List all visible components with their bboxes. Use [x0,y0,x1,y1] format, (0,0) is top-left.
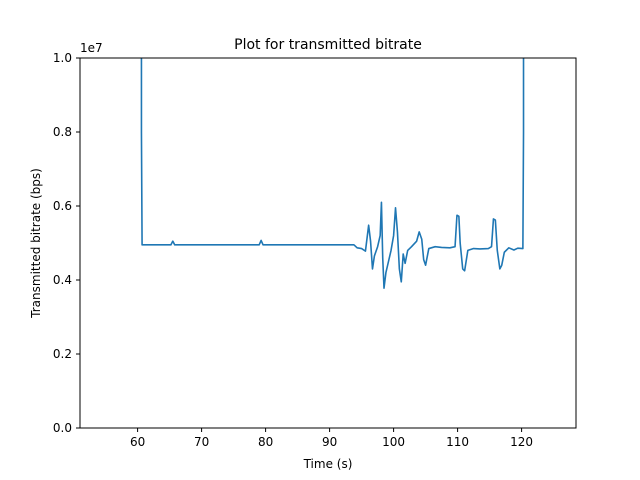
x-tick-label: 110 [446,435,469,449]
chart-title: Plot for transmitted bitrate [234,37,422,53]
x-axis-label: Time (s) [303,457,353,471]
x-axis: 60 70 80 90 100 110 120 [130,428,533,449]
x-tick-label: 90 [322,435,337,449]
x-tick-label: 120 [510,435,533,449]
y-axis-label: Transmitted bitrate (bps) [29,168,43,319]
y-offset-label: 1e7 [80,41,103,55]
y-tick-label: 0.8 [53,125,72,139]
y-tick-label: 1.0 [53,51,72,65]
series-layer [140,58,525,289]
bitrate-series-line [140,58,525,289]
plot-frame [79,57,577,429]
y-tick-label: 0.6 [53,199,72,213]
x-tick-label: 80 [258,435,273,449]
y-axis: 0.0 0.2 0.4 0.6 0.8 1.0 [53,51,80,435]
x-tick-label: 70 [194,435,209,449]
x-tick-label: 60 [130,435,145,449]
y-tick-label: 0.2 [53,347,72,361]
y-tick-label: 0.0 [53,421,72,435]
x-tick-label: 100 [382,435,405,449]
y-tick-label: 0.4 [53,273,72,287]
